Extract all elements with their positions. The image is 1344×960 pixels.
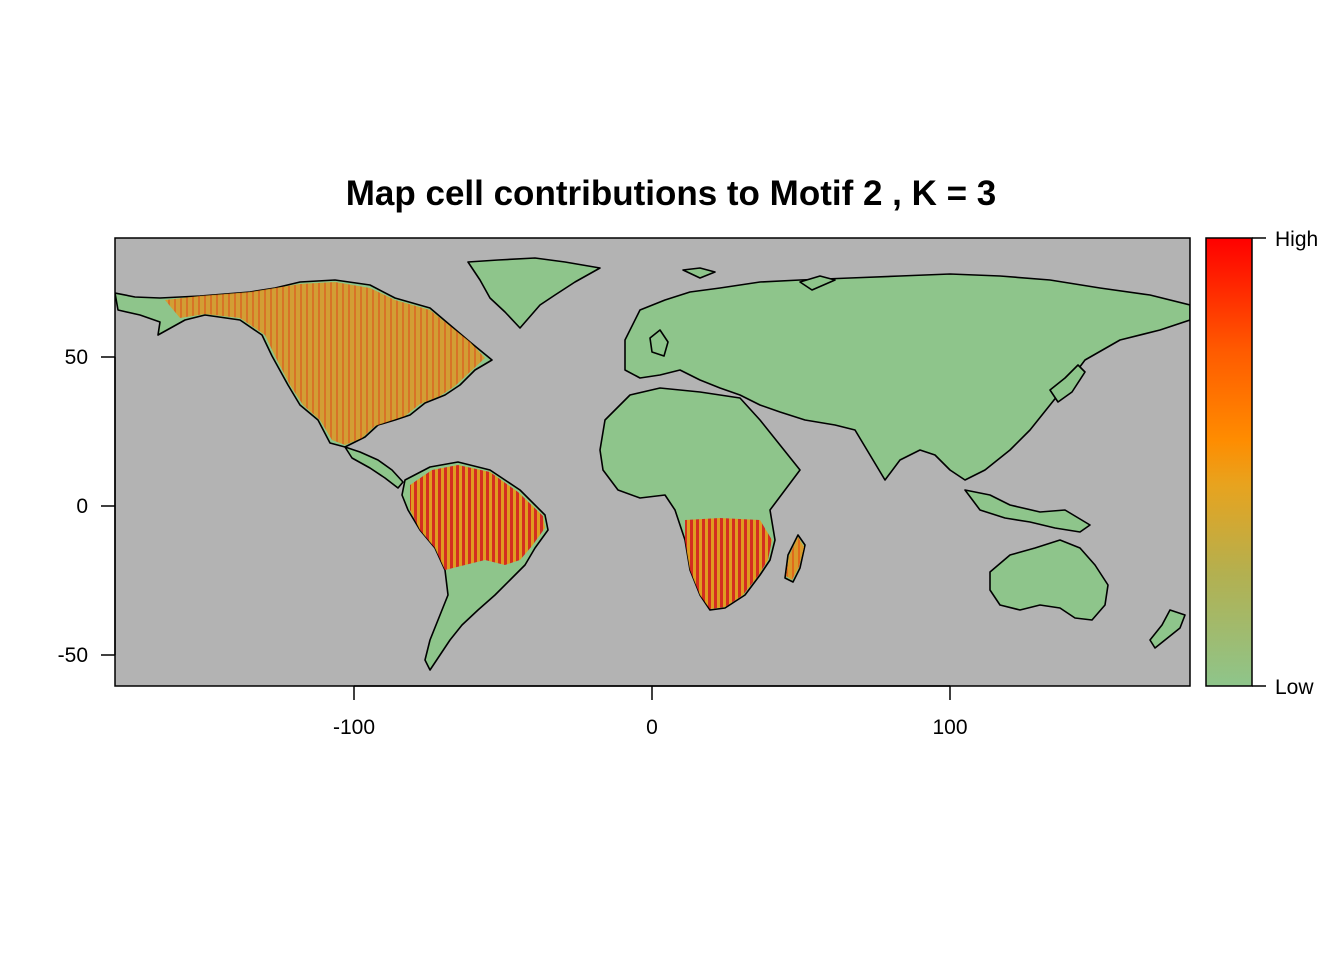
x-axis [353, 685, 951, 700]
color-legend: High Low [1205, 228, 1318, 699]
x-tick-label: 100 [932, 716, 967, 739]
y-axis [101, 356, 116, 656]
y-tick-label: -50 [58, 644, 88, 667]
australia [989, 539, 1109, 621]
x-tick-label: 0 [646, 716, 658, 739]
legend-low-label: Low [1275, 676, 1314, 699]
central-america [344, 446, 404, 489]
southeast-asia-islands [964, 489, 1091, 533]
legend-high-label: High [1275, 228, 1318, 251]
svalbard [682, 267, 716, 279]
greenland [467, 257, 601, 329]
south-america-contribution [410, 465, 545, 570]
chart-title: Map cell contributions to Motif 2 , K = … [346, 174, 996, 213]
southern-africa-contribution [685, 518, 772, 609]
legend-colorbar [1205, 237, 1253, 687]
japan [1049, 364, 1086, 403]
north-america-contribution [165, 282, 485, 445]
novaya-zemlya [799, 275, 836, 291]
eurasia [624, 273, 1190, 481]
x-tick-label: -100 [333, 716, 375, 739]
contribution-layer [165, 282, 804, 609]
y-tick-label: 0 [76, 495, 88, 518]
uk-ireland [649, 329, 669, 357]
madagascar-contribution [786, 537, 804, 580]
new-zealand [1149, 609, 1186, 649]
y-tick-label: 50 [65, 346, 88, 369]
